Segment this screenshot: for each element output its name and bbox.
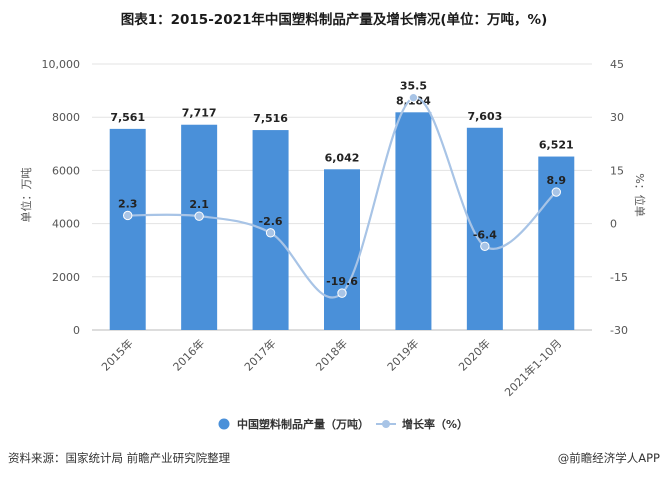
line-value-label: -19.6 bbox=[326, 275, 358, 288]
bar bbox=[181, 124, 218, 330]
y-tick-label: 6000 bbox=[52, 164, 80, 177]
line-point bbox=[408, 92, 419, 103]
line-point bbox=[194, 211, 204, 221]
line-point bbox=[551, 187, 561, 197]
x-tick-label: 2018年 bbox=[313, 336, 350, 373]
legend-bar-marker bbox=[218, 418, 230, 430]
y-tick-label: 8000 bbox=[52, 111, 80, 124]
bar-value-label: 7,603 bbox=[467, 110, 502, 123]
x-tick-label: 2015年 bbox=[98, 336, 135, 373]
bar bbox=[538, 156, 575, 330]
y-tick-label: 4000 bbox=[52, 218, 80, 231]
y2-tick-label: 30 bbox=[610, 111, 624, 124]
x-tick-label: 2019年 bbox=[384, 336, 421, 373]
right-axis-ticks: -30 -15 0 15 30 45 bbox=[610, 58, 628, 337]
bar bbox=[324, 169, 360, 330]
line-value-label: 2.1 bbox=[189, 198, 209, 211]
x-tick-label: 2020年 bbox=[456, 336, 493, 373]
bar-value-label: 7,561 bbox=[110, 111, 145, 124]
legend-bar-label: 中国塑料制品产量（万吨） bbox=[237, 417, 369, 431]
line-value-label: 2.3 bbox=[118, 197, 138, 210]
x-tick-label: 2016年 bbox=[170, 336, 207, 373]
line-value-label: -2.6 bbox=[259, 215, 283, 228]
y2-tick-label: 45 bbox=[610, 58, 624, 71]
left-axis-label: 单位：万吨 bbox=[19, 168, 33, 223]
bar-value-label: 6,042 bbox=[325, 151, 360, 164]
bar-value-label: 6,521 bbox=[539, 139, 574, 152]
y-tick-label: 2000 bbox=[52, 271, 80, 284]
x-tick-label: 2017年 bbox=[241, 336, 278, 373]
x-tick-label: 2021年1-10月 bbox=[501, 336, 564, 399]
chart-title: 图表1：2015-2021年中国塑料制品产量及增长情况(单位：万吨，%) bbox=[121, 11, 548, 28]
left-axis-ticks: 0 2000 4000 6000 8000 10,000 bbox=[42, 58, 81, 337]
bar bbox=[395, 112, 432, 330]
right-axis-label: %：位单 bbox=[633, 173, 647, 216]
line-value-label: 35.5 bbox=[400, 80, 427, 93]
line-point bbox=[337, 288, 347, 298]
line-series: 2.3 2.1 -2.6 -19.6 35.5 -6.4 8.9 bbox=[118, 80, 567, 299]
y-tick-label: 10,000 bbox=[42, 58, 81, 71]
line-value-label: -6.4 bbox=[473, 228, 497, 241]
line-value-label: 8.9 bbox=[547, 174, 567, 187]
bar-value-label: 7,516 bbox=[253, 112, 288, 125]
line-point bbox=[480, 241, 490, 251]
y2-tick-label: 15 bbox=[610, 164, 624, 177]
line-point bbox=[265, 228, 276, 238]
legend-line-label: 增长率（%） bbox=[402, 417, 468, 431]
y-tick-label: 0 bbox=[73, 324, 80, 337]
legend-line-marker bbox=[382, 420, 390, 428]
y2-tick-label: -30 bbox=[610, 324, 628, 337]
brand-credit: @前瞻经济学人APP bbox=[558, 451, 660, 465]
y2-tick-label: -15 bbox=[610, 271, 628, 284]
legend: 中国塑料制品产量（万吨） 增长率（%） bbox=[218, 417, 468, 431]
source-note: 资料来源：国家统计局 前瞻产业研究院整理 bbox=[8, 451, 231, 465]
line-point bbox=[123, 210, 133, 221]
bar bbox=[109, 128, 146, 330]
x-axis-ticks: 2015年 2016年 2017年 2018年 2019年 2020年 2021年1-10月 bbox=[98, 336, 564, 399]
y2-tick-label: 0 bbox=[610, 218, 617, 231]
bar-value-label: 7,717 bbox=[182, 107, 217, 120]
